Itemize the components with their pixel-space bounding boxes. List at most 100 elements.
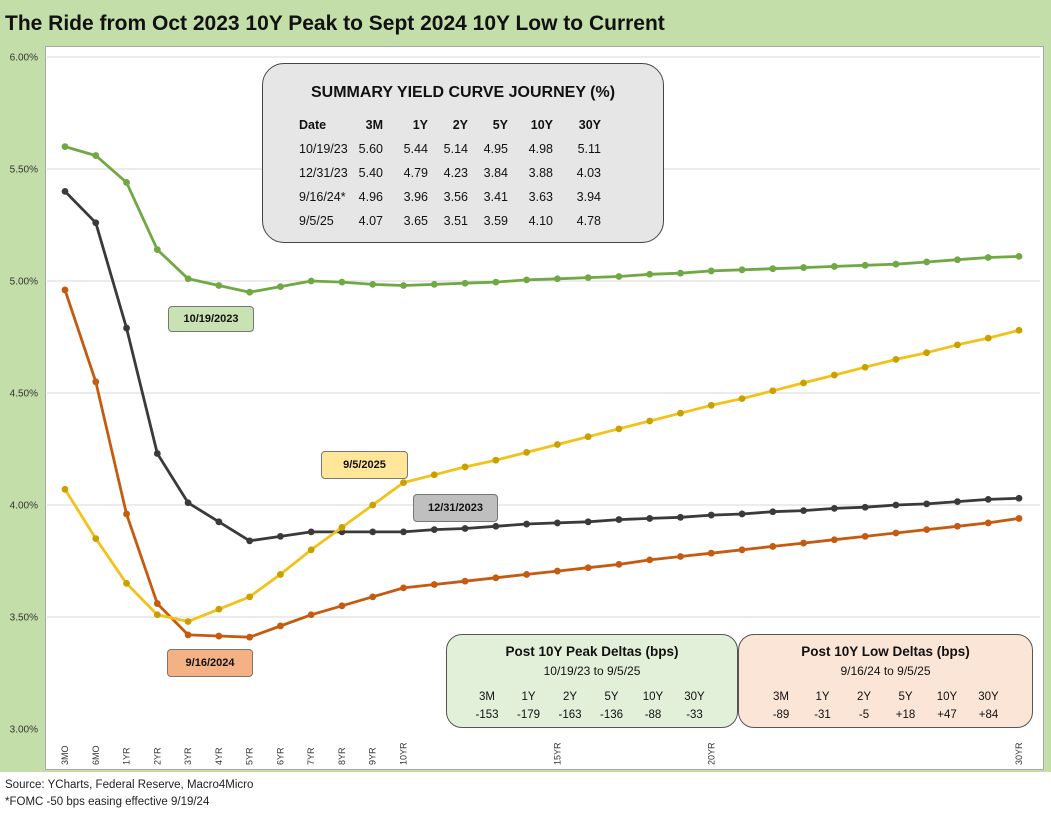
low_deltas-value: -31 [814, 709, 831, 721]
data-point-sep2025 [1015, 326, 1023, 334]
data-point-sep2025 [707, 401, 715, 409]
data-point-dec2023 [830, 504, 838, 512]
low_deltas-value: -5 [858, 709, 870, 721]
peak_deltas-value: -136 [599, 709, 624, 721]
summary-header-cell: Date [299, 118, 327, 132]
data-point-sep2024 [1015, 515, 1023, 522]
summary-cell: 3.96 [403, 190, 428, 204]
data-point-sep2024 [338, 602, 346, 610]
data-point-sep2025 [584, 433, 592, 441]
summary-cell: 4.10 [528, 214, 553, 228]
peak_deltas-header: 5Y [604, 691, 619, 703]
data-point-dec2023 [277, 532, 284, 540]
data-point-oct2023 [430, 280, 438, 288]
summary-header-cell: 1Y [412, 118, 428, 132]
x-tick-label: 3MO [60, 745, 70, 765]
x-tick-label: 2YR [152, 747, 162, 765]
summary-cell: 4.95 [483, 142, 508, 156]
data-point-sep2024 [769, 543, 777, 550]
y-tick-label: 5.00% [10, 277, 38, 288]
data-point-sep2024 [369, 593, 377, 601]
summary-cell: 5.60 [358, 142, 383, 156]
low_deltas-value: +84 [978, 709, 999, 721]
data-point-oct2023 [92, 152, 100, 159]
data-point-sep2024 [615, 560, 623, 568]
data-point-oct2023 [707, 267, 715, 275]
data-point-sep2025 [615, 425, 623, 433]
data-point-oct2023 [769, 265, 777, 273]
x-tick-label: 8YR [337, 747, 347, 765]
data-point-dec2023 [523, 520, 531, 528]
summary-cell: 4.23 [443, 166, 468, 180]
low-deltas-box: Post 10Y Low Deltas (bps) 9/16/24 to 9/5… [738, 634, 1033, 728]
data-point-sep2025 [369, 501, 377, 509]
data-point-dec2023 [769, 508, 777, 516]
data-point-oct2023 [984, 254, 992, 261]
peak_deltas-header: 10Y [642, 691, 664, 703]
summary-cell: 3.59 [483, 214, 508, 228]
data-point-oct2023 [123, 179, 130, 186]
data-point-oct2023 [307, 277, 315, 285]
data-point-dec2023 [584, 518, 592, 526]
chart-title: The Ride from Oct 2023 10Y Peak to Sept … [5, 12, 665, 35]
low_deltas-header: 1Y [815, 691, 830, 703]
peak_deltas-header: 3M [479, 691, 495, 703]
data-point-sep2025 [61, 485, 69, 493]
data-point-sep2024 [215, 632, 223, 640]
summary-cell: 3.56 [443, 190, 468, 204]
data-point-sep2025 [430, 471, 438, 479]
data-point-oct2023 [400, 282, 407, 289]
summary-cell: 4.07 [358, 214, 383, 228]
data-point-dec2023 [923, 500, 931, 508]
x-tick-label: 15YR [552, 742, 562, 765]
summary-header-cell: 2Y [452, 118, 468, 132]
data-point-sep2024 [584, 564, 592, 572]
x-tick-label: 9YR [368, 747, 378, 765]
summary-cell: 5.44 [403, 142, 428, 156]
data-point-oct2023 [892, 260, 900, 268]
x-tick-label: 20YR [706, 742, 716, 765]
peak_deltas-header: 1Y [521, 691, 536, 703]
data-point-oct2023 [615, 273, 623, 280]
data-point-dec2023 [553, 519, 561, 527]
data-point-sep2024 [307, 611, 315, 619]
data-point-sep2025 [215, 605, 223, 613]
y-tick-label: 4.00% [10, 501, 38, 512]
data-point-dec2023 [400, 528, 407, 536]
peak-deltas-subtitle: 10/19/23 to 9/5/25 [543, 664, 641, 678]
data-point-oct2023 [738, 266, 746, 274]
data-point-dec2023 [215, 518, 223, 526]
peak_deltas-header: 2Y [562, 691, 578, 703]
data-point-sep2025 [677, 409, 684, 417]
data-point-sep2024 [923, 526, 931, 534]
source-note: Source: YCharts, Federal Reserve, Macro4… [5, 779, 254, 791]
callout-sep2025: 9/5/2025 [321, 451, 408, 479]
summary-cell: 5.40 [358, 166, 383, 180]
x-tick-label: 6MO [91, 745, 101, 765]
data-point-sep2024 [123, 510, 130, 518]
data-point-sep2025 [954, 341, 961, 349]
data-point-sep2024 [800, 539, 807, 547]
y-tick-label: 3.50% [10, 613, 38, 624]
data-point-sep2024 [492, 574, 500, 582]
data-point-dec2023 [123, 324, 130, 332]
footnote: *FOMC -50 bps easing effective 9/19/24 [5, 796, 210, 808]
data-point-sep2024 [892, 529, 900, 537]
data-point-sep2025 [861, 363, 869, 371]
data-point-sep2025 [984, 334, 992, 342]
data-point-dec2023 [615, 516, 623, 523]
data-point-sep2024 [92, 378, 100, 386]
data-point-sep2024 [707, 549, 715, 557]
data-point-sep2025 [92, 535, 100, 542]
x-tick-label: 1YR [122, 747, 132, 765]
data-point-sep2024 [861, 532, 869, 540]
summary-header-cell: 5Y [492, 118, 508, 132]
data-point-dec2023 [738, 510, 746, 518]
summary-cell: 4.79 [403, 166, 428, 180]
data-point-sep2024 [246, 633, 254, 641]
low_deltas-header: 10Y [936, 691, 958, 703]
low_deltas-header: 30Y [978, 691, 999, 703]
data-point-sep2025 [830, 371, 838, 379]
data-point-oct2023 [338, 278, 346, 286]
summary-cell: 3.65 [403, 214, 428, 228]
